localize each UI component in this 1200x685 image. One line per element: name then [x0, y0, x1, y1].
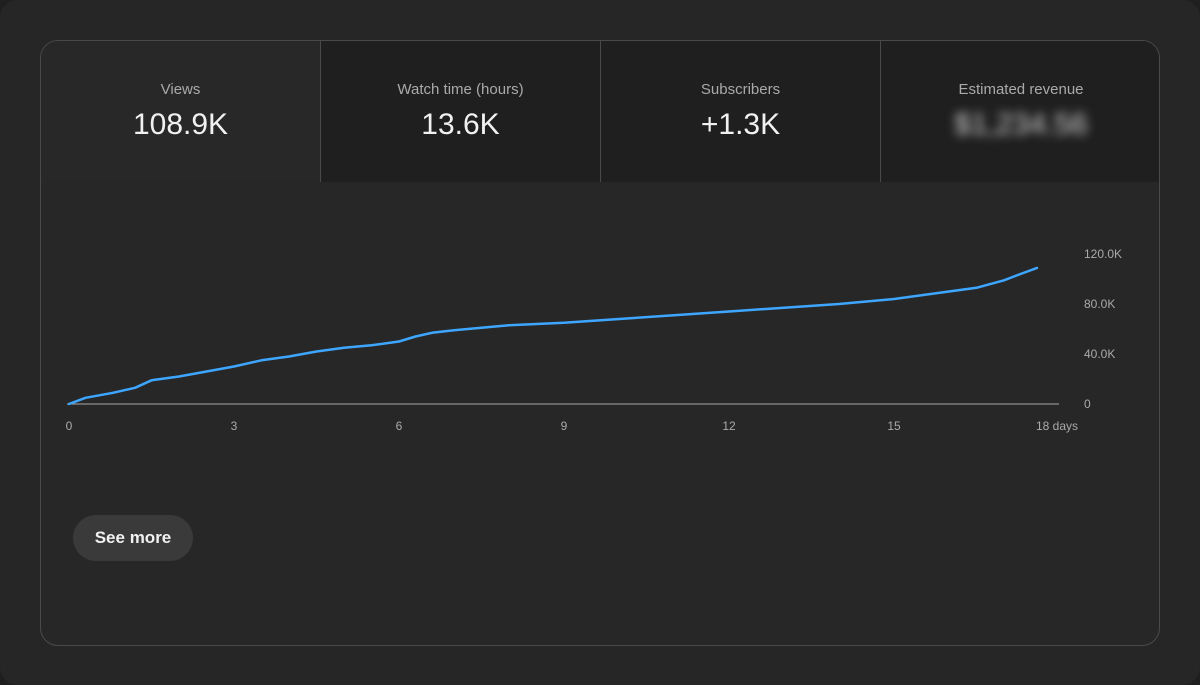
tab-estimated-revenue[interactable]: Estimated revenue $1,234.56	[881, 41, 1159, 182]
x-tick-label: 12	[722, 419, 736, 433]
x-tick-label: 0	[66, 419, 73, 433]
y-tick-label: 120.0K	[1084, 247, 1122, 261]
tab-value-redacted: $1,234.56	[954, 108, 1088, 141]
y-tick-label: 80.0K	[1084, 297, 1115, 311]
tab-value: +1.3K	[700, 108, 781, 141]
x-tick-label: 18 days	[1036, 419, 1078, 433]
series-line-views	[67, 266, 1039, 406]
see-more-button[interactable]: See more	[73, 515, 193, 561]
tab-label: Subscribers	[700, 81, 781, 98]
tab-label: Views	[160, 81, 201, 98]
tab-value: 13.6K	[421, 108, 500, 141]
tab-watch-time[interactable]: Watch time (hours) 13.6K	[321, 41, 601, 182]
x-tick-label: 6	[396, 419, 403, 433]
x-tick-label: 3	[231, 419, 238, 433]
y-tick-label: 0	[1084, 397, 1091, 411]
analytics-card: Views 108.9K Watch time (hours) 13.6K Su…	[40, 40, 1160, 646]
tab-value: 108.9K	[132, 108, 229, 141]
x-tick-label: 9	[561, 419, 568, 433]
metric-tabs: Views 108.9K Watch time (hours) 13.6K Su…	[41, 41, 1159, 182]
tab-views[interactable]: Views 108.9K	[41, 41, 321, 182]
views-chart: 0 3 6 9 12 15 18 days 0 40.0K 80.0K 120.0K	[41, 182, 1159, 482]
y-tick-label: 40.0K	[1084, 347, 1115, 361]
tab-label: Watch time (hours)	[397, 81, 524, 98]
tab-subscribers[interactable]: Subscribers +1.3K	[601, 41, 881, 182]
x-tick-label: 15	[887, 419, 901, 433]
chart-svg: 0 3 6 9 12 15 18 days 0 40.0K 80.0K 120.0K	[66, 247, 1122, 433]
tab-label: Estimated revenue	[958, 81, 1084, 98]
